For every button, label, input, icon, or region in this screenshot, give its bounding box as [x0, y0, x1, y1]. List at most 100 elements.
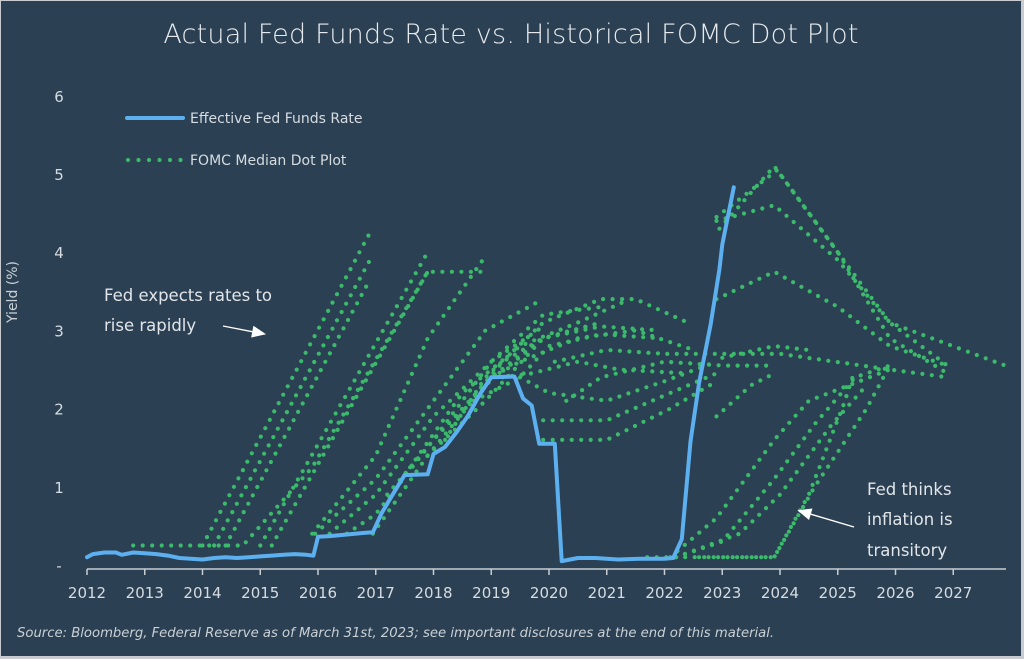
dot-plot-point: [760, 351, 765, 356]
dot-plot-point: [277, 510, 282, 515]
dot-plot-point: [939, 374, 944, 379]
dot-plot-point: [497, 385, 502, 390]
dot-plot-point: [281, 502, 286, 507]
dot-plot-point: [880, 324, 886, 329]
dot-plot-point: [271, 435, 276, 440]
dot-plot-point: [284, 410, 289, 415]
dot-plot-point: [768, 442, 773, 447]
dot-plot-point: [655, 307, 661, 312]
dot-plot-point: [314, 444, 319, 449]
dot-plot-point: [466, 399, 471, 404]
dot-plot-point: [361, 241, 366, 246]
dot-plot-point: [928, 350, 933, 355]
dot-plot-point: [346, 487, 351, 492]
dot-plot-point: [188, 543, 193, 548]
dot-plot-point: [458, 413, 463, 418]
dot-plot-point: [804, 347, 809, 352]
dot-plot-point: [348, 499, 353, 504]
dot-plot-point: [862, 409, 868, 414]
dot-plot-point: [594, 333, 599, 338]
legend: Effective Fed Funds Rate FOMC Median Dot…: [125, 111, 363, 169]
dot-plot-point: [831, 243, 836, 249]
dot-plot-point: [417, 354, 422, 359]
dot-plot-point: [312, 461, 317, 466]
dot-plot-point: [336, 334, 341, 339]
x-tick-label: 2025: [819, 584, 857, 602]
dot-plot-point: [641, 335, 646, 340]
dot-plot-point: [283, 518, 288, 523]
dot-plot-point: [499, 380, 505, 385]
dot-plot-point: [516, 310, 521, 315]
dot-plot-point: [787, 420, 792, 425]
dot-plot-projection: [714, 270, 944, 366]
dot-plot-point: [574, 307, 579, 312]
dot-plot-point: [549, 311, 554, 316]
dot-plot-point: [743, 511, 748, 516]
dot-plot-point: [603, 364, 608, 369]
dot-plot-point: [834, 420, 839, 425]
dot-plot-point: [740, 555, 745, 560]
dot-plot-point: [240, 468, 245, 473]
dot-plot-point: [169, 543, 174, 548]
dot-plot-point: [785, 459, 790, 464]
dot-plot-point: [883, 315, 888, 320]
dot-plot-point: [580, 388, 585, 393]
dot-plot-point: [768, 555, 773, 560]
dot-plot-point: [394, 464, 399, 469]
dot-plot-point: [264, 468, 269, 473]
dot-plot-point: [669, 370, 674, 375]
dot-plot-point: [610, 297, 615, 302]
dot-plot-point: [319, 436, 324, 441]
dot-plot-point: [808, 213, 813, 218]
dot-plot-point: [711, 555, 716, 560]
dot-plot-point: [602, 324, 607, 329]
dot-plot-point: [463, 282, 468, 287]
dot-plot-point: [246, 501, 251, 506]
dot-plot-point: [318, 368, 323, 373]
dot-plot-point: [266, 443, 271, 448]
dot-plot-point: [599, 349, 604, 354]
dot-plot-projection: [674, 364, 890, 560]
dot-plot-point: [750, 519, 755, 524]
dot-plot-point: [375, 473, 381, 478]
dot-plot-point: [522, 357, 528, 362]
dot-plot-point: [355, 387, 360, 392]
dot-plot-point: [689, 369, 694, 374]
dot-plot-point: [334, 292, 340, 297]
dot-plot-point: [748, 190, 753, 196]
x-tick-label: 2016: [299, 584, 337, 602]
dot-plot-point: [925, 358, 930, 364]
dot-plot-point: [840, 409, 846, 414]
dot-plot-point: [780, 175, 785, 180]
dot-plot-point: [404, 287, 409, 292]
dot-plot-point: [580, 353, 585, 358]
dot-plot-point: [245, 459, 250, 464]
dot-plot-point: [423, 254, 428, 259]
dot-plot-point: [727, 535, 732, 540]
dot-plot-point: [800, 462, 805, 467]
dot-plot-point: [736, 205, 741, 210]
dot-plot-point: [360, 379, 365, 384]
dot-plot-point: [796, 513, 801, 518]
dot-plot-point: [308, 342, 313, 347]
y-tick-label: 4: [54, 244, 64, 262]
dot-plot-point: [426, 405, 431, 410]
dot-plot-point: [659, 394, 664, 399]
dot-plot-point: [682, 542, 687, 548]
dot-plot-point: [440, 269, 445, 274]
dot-plot-point: [622, 333, 627, 338]
dot-plot-point: [349, 513, 354, 518]
dot-plot-point: [802, 500, 807, 505]
y-tick-label: 1: [54, 479, 64, 497]
dot-plot-point: [421, 345, 426, 350]
dot-plot-point: [249, 451, 254, 456]
dot-plot-point: [579, 418, 584, 423]
dot-plot-point: [939, 339, 944, 344]
dot-plot-point: [272, 518, 277, 523]
dot-plot-point: [828, 424, 833, 429]
dot-plot-point: [649, 415, 655, 420]
dot-plot-point: [761, 489, 767, 494]
dot-plot-point: [462, 396, 467, 401]
dot-plot-point: [684, 351, 689, 356]
source-note: Source: Bloomberg, Federal Reserve as of…: [17, 626, 775, 641]
